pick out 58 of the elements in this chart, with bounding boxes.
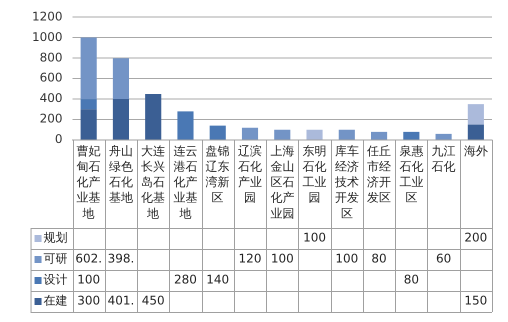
- bar: [468, 104, 484, 125]
- data-label: 280: [174, 272, 197, 287]
- x-tick-label: 连云港石化产业基地: [173, 144, 198, 220]
- bar: [145, 94, 162, 140]
- data-label: 100: [303, 230, 326, 245]
- x-tick-label: 辽滨石化产业园: [238, 144, 262, 205]
- bar: [112, 58, 130, 99]
- data-label: 100: [335, 252, 358, 266]
- x-tick-label: 曹妃甸石化产业基地: [76, 144, 101, 220]
- bar: [80, 99, 97, 110]
- bar: [274, 130, 290, 140]
- data-label: 602.: [75, 252, 102, 266]
- bar: [177, 111, 194, 140]
- data-label: 140: [206, 272, 230, 287]
- x-tick-label: 泉惠石化工业区: [399, 144, 424, 205]
- legend-label: 设计: [44, 272, 68, 287]
- data-label: 100: [270, 252, 294, 266]
- data-label: 398.: [108, 252, 134, 266]
- x-tick-label: 库车经济技术开发区: [334, 144, 359, 220]
- bar: [80, 37, 97, 100]
- bar: [436, 134, 452, 140]
- data-label: 60: [436, 252, 452, 266]
- x-tick-label: 东明石化工业园: [302, 144, 327, 205]
- bar: [80, 109, 97, 140]
- y-tick-label: 800: [40, 50, 63, 64]
- data-label: 450: [142, 294, 165, 308]
- data-label: 80: [404, 272, 419, 287]
- y-tick-label: 0: [54, 132, 63, 146]
- bar: [210, 126, 226, 140]
- x-tick-label: 海外: [464, 144, 488, 158]
- y-tick-label: 1000: [32, 30, 63, 44]
- data-label: 300: [77, 294, 100, 308]
- bar: [403, 132, 420, 140]
- x-tick-label: 盘锦辽东湾新区: [206, 144, 230, 205]
- x-tick-label: 九江石化: [432, 144, 456, 174]
- y-tick-label: 1200: [32, 9, 63, 24]
- bar: [306, 130, 323, 140]
- data-label: 401.: [108, 294, 134, 308]
- legend-label: 在建: [44, 294, 68, 308]
- data-label: 100: [77, 272, 100, 287]
- y-tick-label: 400: [40, 91, 63, 106]
- bar: [468, 124, 484, 140]
- bar: [371, 132, 388, 140]
- data-label: 80: [371, 252, 387, 266]
- bar: [112, 98, 130, 140]
- x-tick-label: 大连长兴岛石化基地: [141, 144, 166, 220]
- legend-label: 规划: [44, 230, 68, 245]
- legend-label: 可研: [44, 252, 68, 266]
- bar: [242, 128, 258, 140]
- x-tick-label: 舟山绿色石化基地: [108, 144, 133, 205]
- x-tick-label: 任丘市经济开发区: [366, 144, 392, 205]
- y-tick-label: 200: [40, 112, 63, 126]
- data-label: 150: [464, 294, 488, 308]
- data-label: 200: [464, 230, 488, 245]
- x-tick-label: 上海金山区石化产业园: [270, 144, 294, 220]
- bar: [338, 130, 355, 140]
- y-tick-label: 600: [40, 70, 63, 85]
- data-label: 120: [238, 252, 262, 266]
